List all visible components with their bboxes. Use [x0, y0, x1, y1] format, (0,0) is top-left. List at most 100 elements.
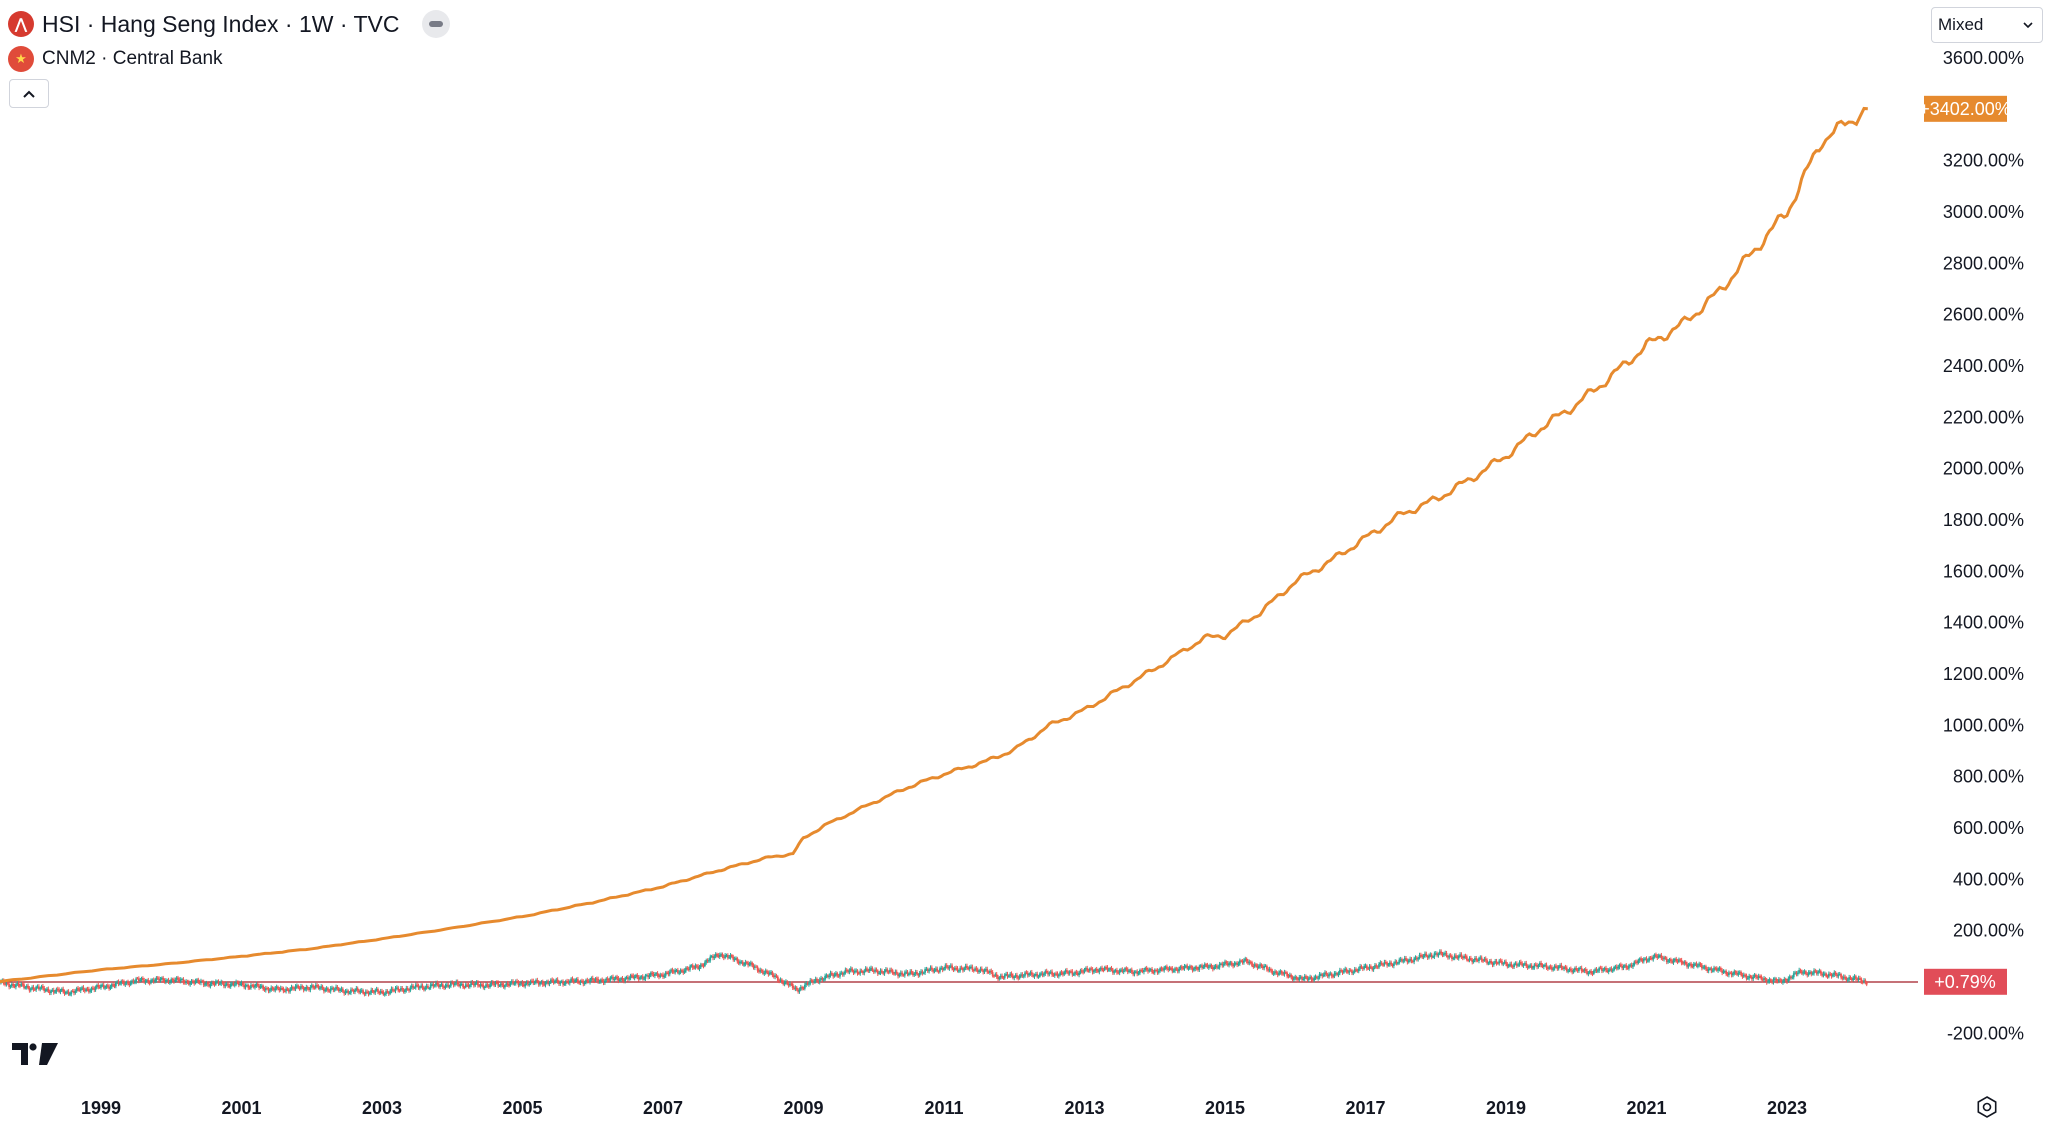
hsi-candle [398, 990, 401, 992]
hsi-candle [753, 966, 756, 968]
hsi-candle [150, 980, 152, 984]
hsi-candle [325, 988, 328, 990]
hsi-candle [499, 983, 502, 986]
hsi-candle [1410, 958, 1413, 962]
hsi-candle [653, 974, 656, 976]
hsi-candle [1655, 954, 1657, 957]
hsi-candle [1359, 966, 1361, 969]
hsi-candle [1180, 966, 1183, 969]
hsi-candle [1514, 963, 1517, 965]
market-status-icon[interactable] [421, 10, 450, 38]
hsi-candle [435, 982, 437, 986]
hsi-candle [522, 984, 525, 987]
hsi-candle [1829, 973, 1832, 975]
price-axis[interactable]: 3600.00% 3200.00% 3000.00% 2800.00% 2600.00%… [1943, 48, 2024, 1043]
hsi-candle [814, 978, 817, 982]
hsi-candle [1748, 975, 1751, 979]
hsi-candle [464, 984, 467, 988]
hsi-candle [767, 972, 770, 975]
hsi-candle [1234, 962, 1237, 964]
hsi-candle [1164, 966, 1167, 968]
hsi-candle [610, 976, 613, 978]
hsi-candle [19, 985, 21, 987]
tradingview-logo-icon[interactable] [12, 1043, 58, 1067]
collapse-legend-button[interactable] [9, 79, 49, 108]
hsi-candle [1243, 960, 1245, 963]
hsi-candle [1056, 973, 1059, 977]
hsi-candle [101, 984, 104, 986]
hsi-candle [1094, 969, 1097, 972]
main-symbol-title[interactable]: HSI · Hang Seng Index · 1W · TVC [42, 10, 400, 37]
hsi-candle [809, 980, 812, 984]
hsi-candle [733, 958, 736, 960]
hsi-candle [986, 968, 989, 972]
hsi-candle [1595, 969, 1598, 972]
hsi-candle [1193, 968, 1195, 971]
hsi-candle [167, 979, 170, 983]
hsi-candle [139, 980, 142, 982]
hsi-candle [1552, 968, 1555, 970]
hsi-candle [591, 977, 594, 981]
hsi-candle [1306, 977, 1309, 980]
hsi-candle [16, 983, 19, 985]
compare-symbol-title[interactable]: CNM2 · Central Bank [42, 48, 223, 69]
hsi-candle [1683, 961, 1686, 964]
hsi-candle [505, 983, 508, 986]
hsi-candle [70, 991, 73, 995]
hsi-candle [1191, 967, 1194, 971]
hsi-candle [1079, 970, 1082, 973]
hsi-candle [560, 981, 563, 983]
hsi-candle [555, 979, 558, 981]
hsi-candle [114, 982, 117, 987]
hsi-candle [972, 969, 975, 971]
hsi-candle [1861, 982, 1864, 984]
time-axis[interactable]: 1999 2001 2003 2005 2007 2009 2011 2013 2015 2017… [81, 1098, 1807, 1118]
hsi-candle [1848, 977, 1851, 980]
hsi-candle [493, 984, 496, 986]
hsi-candle [494, 982, 497, 985]
hsi-candle [810, 980, 813, 982]
hsi-candle [1020, 974, 1022, 976]
hsi-candle [752, 965, 755, 968]
hsi-candle [1018, 975, 1021, 979]
compare-series-legend[interactable]: ★ CNM2 · Central Bank [8, 44, 223, 74]
hsi-candle [359, 990, 362, 993]
hsi-candle [1578, 968, 1580, 971]
hsi-candle [42, 986, 44, 989]
scale-mode-select[interactable]: Mixed [1931, 7, 2043, 43]
hsi-candle [405, 988, 408, 991]
hsi-candle [71, 991, 74, 993]
hsi-candle [933, 969, 936, 972]
hsi-candle [1147, 969, 1149, 972]
hsi-candle [286, 988, 289, 990]
hsi-candle [845, 969, 848, 971]
hsi-candle [679, 970, 682, 973]
hsi-candle [313, 987, 316, 989]
hsi-candle [947, 966, 949, 969]
x-tick-label: 2013 [1064, 1098, 1104, 1118]
hsi-candle [1244, 958, 1247, 961]
hsi-candle [740, 961, 743, 963]
hsi-candle [243, 985, 246, 988]
hsi-candle [354, 990, 356, 992]
settings-gear-icon[interactable] [1975, 1095, 1999, 1119]
hsi-candle [1424, 953, 1426, 956]
hsi-candle [1121, 969, 1124, 972]
hsi-candle [258, 985, 260, 988]
hsi-candle [427, 985, 429, 988]
hsi-candle [1186, 965, 1189, 969]
hsi-candle [1057, 975, 1060, 977]
hsi-candle [389, 991, 392, 994]
hsi-candle [1134, 971, 1137, 973]
main-series-legend[interactable]: ⋀ HSI · Hang Seng Index · 1W · TVC [8, 8, 450, 40]
hsi-candle [1024, 972, 1026, 976]
hsi-candle [327, 988, 329, 991]
hsi-candle [102, 984, 105, 988]
hsi-candle [1498, 960, 1501, 964]
hsi-candle [1324, 972, 1326, 975]
hsi-candle [106, 985, 109, 987]
hsi-candle [100, 984, 102, 988]
hsi-candle [1513, 963, 1516, 967]
hsi-candle [1522, 964, 1525, 966]
